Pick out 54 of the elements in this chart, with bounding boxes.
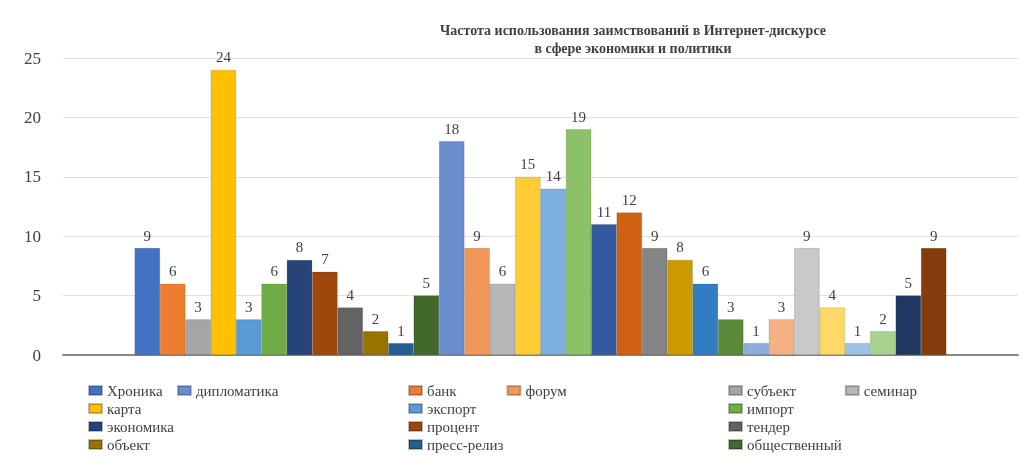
legend-label: общественный xyxy=(747,436,842,453)
legend-label: банк xyxy=(427,382,458,399)
data-label: 3 xyxy=(777,298,786,315)
legend-label: дипломатика xyxy=(195,382,279,399)
legend-label: процент xyxy=(427,418,480,435)
data-label: 5 xyxy=(904,275,913,292)
data-label: 6 xyxy=(270,263,279,280)
data-label: 9 xyxy=(473,227,481,244)
legend-label: объект xyxy=(107,436,151,453)
y-tick-label: 10 xyxy=(24,226,41,246)
legend-label: импорт xyxy=(747,400,795,417)
legend-label: тендер xyxy=(747,418,791,435)
data-label: 3 xyxy=(245,298,253,315)
legend-label: карта xyxy=(107,400,142,417)
legend-label: семинар xyxy=(863,382,917,399)
legend-label: экономика xyxy=(107,418,175,435)
chart-title: Частота использования заимствований в Интернет-дискурсе в сфере экономики и политики xyxy=(440,22,826,56)
y-tick-label: 20 xyxy=(24,107,41,127)
data-label: 6 xyxy=(168,263,177,280)
data-label: 3 xyxy=(194,298,202,315)
data-label: 7 xyxy=(321,251,330,268)
data-label: 11 xyxy=(596,203,612,220)
data-label: 4 xyxy=(346,286,355,303)
y-tick-label: 25 xyxy=(24,48,41,68)
data-label: 1 xyxy=(853,322,862,339)
data-label: 6 xyxy=(701,263,710,280)
legend-label: экспорт xyxy=(427,400,477,417)
data-label: 18 xyxy=(444,120,460,137)
data-label: 1 xyxy=(397,322,405,339)
data-label: 15 xyxy=(520,156,536,173)
data-label: 2 xyxy=(879,310,887,327)
data-label: 19 xyxy=(571,108,587,125)
data-label: 8 xyxy=(676,239,684,256)
data-label: 2 xyxy=(371,310,380,327)
data-label: 24 xyxy=(215,49,232,66)
data-label: 4 xyxy=(828,286,837,303)
data-label: 9 xyxy=(929,227,938,244)
legend-label: форум xyxy=(525,382,568,399)
legend-label: субъект xyxy=(747,382,797,399)
data-label: 3 xyxy=(727,298,735,315)
data-label: 1 xyxy=(752,322,760,339)
data-label: 14 xyxy=(545,168,562,185)
data-label: 9 xyxy=(803,227,811,244)
y-tick-label: 0 xyxy=(32,345,41,365)
data-label: 9 xyxy=(650,227,659,244)
data-label: 9 xyxy=(143,227,152,244)
data-label: 5 xyxy=(422,275,431,292)
legend-label: Хроника xyxy=(107,382,163,399)
data-label: 8 xyxy=(295,239,304,256)
y-tick-label: 15 xyxy=(24,167,41,187)
data-label: 6 xyxy=(498,263,507,280)
data-label: 12 xyxy=(621,191,637,208)
y-tick-label: 5 xyxy=(32,286,41,306)
legend-label: пресс-релиз xyxy=(427,436,504,453)
